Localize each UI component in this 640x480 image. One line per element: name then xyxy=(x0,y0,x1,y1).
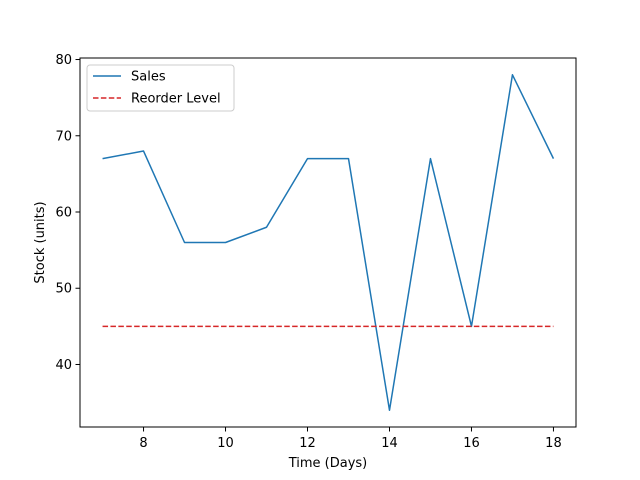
x-tick-label: 8 xyxy=(139,436,147,451)
x-tick-label: 16 xyxy=(463,436,480,451)
y-axis-label: Stock (units) xyxy=(33,201,48,283)
legend: Sales Reorder Level xyxy=(86,64,235,112)
x-axis-label: Time (Days) xyxy=(288,456,368,471)
y-tick-label: 80 xyxy=(55,53,72,68)
plot-frame xyxy=(79,57,577,428)
plot-area xyxy=(80,58,576,427)
x-axis-ticks: 8 10 12 14 16 18 xyxy=(139,427,562,451)
y-tick-label: 60 xyxy=(55,206,72,221)
legend-label-reorder-level: Reorder Level xyxy=(131,92,221,107)
legend-box xyxy=(86,64,235,112)
legend-label-sales: Sales xyxy=(131,70,166,85)
x-tick-label: 12 xyxy=(299,436,316,451)
series-layer xyxy=(102,74,555,411)
y-tick-label: 70 xyxy=(55,129,72,144)
x-tick-label: 18 xyxy=(545,436,562,451)
y-tick-label: 50 xyxy=(55,282,72,297)
x-tick-label: 14 xyxy=(381,436,398,451)
series-line-sales xyxy=(102,74,555,411)
y-axis-ticks: 40 50 60 70 80 xyxy=(55,53,80,373)
y-tick-label: 40 xyxy=(55,358,72,373)
x-tick-label: 10 xyxy=(217,436,234,451)
